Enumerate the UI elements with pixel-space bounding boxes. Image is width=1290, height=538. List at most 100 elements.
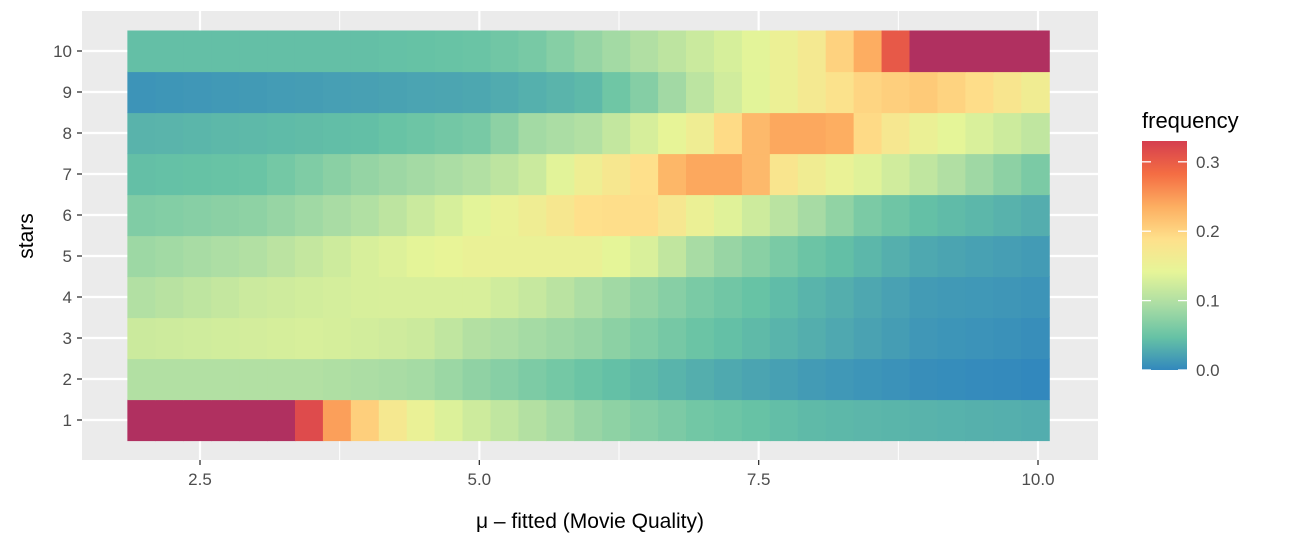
heatmap-cell — [686, 399, 715, 442]
heatmap-cell — [183, 317, 212, 360]
heatmap-cell — [546, 112, 575, 155]
y-tick-label: 10 — [53, 42, 72, 61]
heatmap-cell — [630, 317, 659, 360]
heatmap-cell — [658, 399, 687, 442]
heatmap-cell — [741, 358, 771, 401]
heatmap-cell — [1021, 399, 1050, 442]
heatmap-cell — [741, 112, 771, 155]
heatmap-cell — [574, 358, 603, 401]
heatmap-cell — [155, 153, 184, 196]
heatmap-cell — [713, 153, 743, 196]
heatmap-cell — [462, 194, 492, 237]
heatmap-cell — [267, 399, 296, 442]
heatmap-cell — [825, 276, 855, 319]
heatmap-cell — [322, 276, 352, 319]
heatmap-cell — [546, 399, 575, 442]
heatmap-cell — [853, 71, 883, 114]
heatmap-cell — [658, 30, 687, 73]
heatmap-cell — [965, 317, 994, 360]
heatmap-cell — [602, 317, 631, 360]
heatmap-cell — [267, 358, 296, 401]
heatmap-cell — [127, 153, 156, 196]
heatmap-cell — [294, 71, 324, 114]
heatmap-cell — [574, 30, 603, 73]
heatmap-cell — [741, 276, 771, 319]
heatmap-cell — [853, 358, 883, 401]
heatmap-cell — [518, 153, 547, 196]
heatmap-cell — [350, 276, 380, 319]
heatmap-cell — [322, 30, 352, 73]
heatmap-cell — [909, 276, 939, 319]
heatmap-cell — [797, 235, 827, 278]
heatmap-cell — [127, 235, 156, 278]
heatmap-cell — [322, 235, 352, 278]
heatmap-cell — [378, 71, 408, 114]
heatmap-cell — [1021, 112, 1050, 155]
heatmap-cell — [239, 71, 268, 114]
heatmap-cell — [378, 235, 408, 278]
heatmap-cell — [294, 194, 324, 237]
heatmap-cell — [853, 276, 883, 319]
heatmap-cell — [434, 112, 464, 155]
heatmap-cell — [127, 30, 156, 73]
heatmap-cell — [155, 399, 184, 442]
heatmap-cell — [713, 276, 743, 319]
heatmap-cell — [239, 112, 268, 155]
heatmap-cell — [658, 153, 687, 196]
heatmap-cell — [462, 235, 492, 278]
heatmap-cell — [211, 71, 240, 114]
heatmap-cell — [322, 399, 352, 442]
heatmap-cell — [574, 399, 603, 442]
heatmap-cell — [825, 317, 855, 360]
heatmap-cell — [602, 153, 631, 196]
heatmap-cell — [909, 317, 939, 360]
heatmap-cell — [406, 30, 436, 73]
heatmap-cell — [490, 358, 520, 401]
heatmap-cell — [797, 71, 827, 114]
heatmap-cell — [406, 317, 436, 360]
heatmap-cell — [602, 71, 631, 114]
heatmap-cell — [881, 112, 911, 155]
heatmap-cell — [155, 71, 184, 114]
heatmap-cell — [825, 235, 855, 278]
heatmap-cell — [378, 358, 408, 401]
y-tick-label: 8 — [63, 124, 72, 143]
heatmap-cell — [127, 71, 156, 114]
heatmap-cell — [155, 276, 184, 319]
heatmap-cell — [825, 399, 855, 442]
x-axis: 2.5 5.0 7.5 10.0 — [188, 460, 1055, 489]
heatmap-cell — [769, 153, 799, 196]
heatmap-cell — [183, 358, 212, 401]
heatmap-cell — [769, 71, 799, 114]
heatmap-cell — [658, 276, 687, 319]
heatmap-cell — [322, 112, 352, 155]
heatmap-cell — [658, 194, 687, 237]
heatmap-cell — [993, 71, 1022, 114]
heatmap-cell — [937, 71, 966, 114]
heatmap-cell — [350, 399, 380, 442]
heatmap-cell — [602, 194, 631, 237]
heatmap-cell — [490, 276, 520, 319]
heatmap-cell — [909, 194, 939, 237]
heatmap-cell — [797, 358, 827, 401]
heatmap-cell — [909, 358, 939, 401]
heatmap-cell — [881, 30, 911, 73]
heatmap-cell — [462, 276, 492, 319]
heatmap-cell — [127, 317, 156, 360]
heatmap-cell — [965, 153, 994, 196]
heatmap-cell — [211, 235, 240, 278]
heatmap-cell — [239, 153, 268, 196]
heatmap-cell — [1021, 153, 1050, 196]
heatmap-cell — [350, 358, 380, 401]
heatmap-cell — [713, 317, 743, 360]
heatmap-cell — [881, 71, 911, 114]
heatmap-cell — [322, 194, 352, 237]
color-legend: frequency 0.0 0.1 0.2 0.3 — [1142, 108, 1239, 380]
heatmap-cell — [183, 276, 212, 319]
heatmap-cell — [490, 71, 520, 114]
heatmap-cell — [881, 194, 911, 237]
heatmap-cell — [853, 153, 883, 196]
heatmap-cell — [462, 153, 492, 196]
heatmap-cell — [825, 112, 855, 155]
heatmap-cell — [1021, 71, 1050, 114]
